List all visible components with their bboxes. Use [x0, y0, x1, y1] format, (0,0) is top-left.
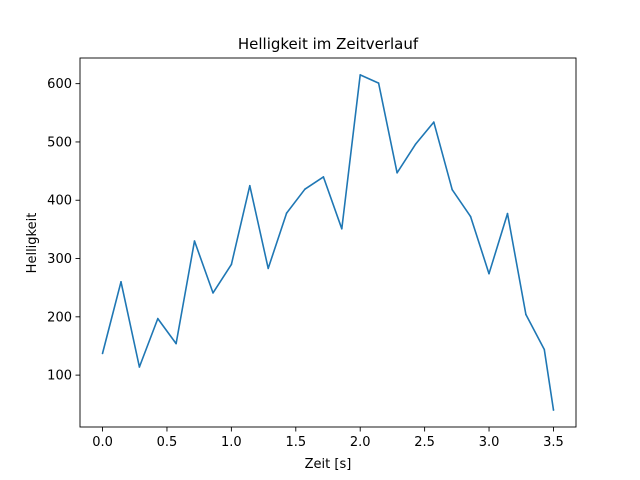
data-point	[138, 366, 141, 368]
x-tick-label: 0.0	[92, 435, 113, 450]
data-point	[433, 121, 435, 123]
y-tick-label: 100	[47, 369, 72, 384]
data-point	[359, 74, 362, 76]
data-point	[488, 272, 490, 275]
data-point	[267, 267, 270, 270]
plot-area	[79, 57, 577, 428]
data-point	[230, 263, 233, 266]
chart-title: Helligkeit im Zeitverlauf	[238, 35, 419, 53]
data-point	[377, 82, 380, 84]
data-point	[304, 188, 306, 190]
data-point	[175, 342, 177, 345]
data-point	[341, 228, 343, 230]
data-point	[249, 184, 251, 187]
data-point	[193, 240, 196, 242]
data-point	[396, 172, 398, 174]
axes-frame	[79, 57, 577, 428]
y-tick-label: 600	[47, 77, 72, 92]
data-point	[451, 188, 454, 191]
x-axis-label: Zeit [s]	[305, 457, 352, 472]
y-tick-label: 200	[47, 310, 72, 325]
x-tick-label: 1.5	[285, 435, 306, 450]
data-point	[101, 352, 104, 355]
series-line	[101, 74, 555, 411]
data-point	[322, 176, 325, 178]
data-point	[414, 143, 417, 146]
data-point	[120, 281, 122, 283]
x-tick-label: 2.0	[350, 435, 371, 450]
x-tick-label: 3.5	[543, 435, 564, 450]
axis-ticks: 0.0 0.5 1.0 1.5 2.0 2.5 3.0 3.5 100 200 300 400 500 6…	[47, 77, 564, 450]
y-tick-label: 400	[47, 194, 72, 209]
data-point	[212, 292, 214, 294]
data-point	[552, 409, 555, 411]
data-point	[469, 215, 472, 218]
data-point	[525, 313, 527, 316]
y-tick-label: 500	[47, 135, 72, 150]
x-tick-label: 1.0	[221, 435, 242, 450]
data-point	[285, 212, 288, 214]
x-tick-label: 3.0	[479, 435, 500, 450]
y-axis-label: Helligkeit	[25, 213, 40, 274]
data-point	[157, 317, 159, 320]
x-tick-label: 2.5	[414, 435, 435, 450]
x-tick-label: 0.5	[157, 435, 178, 450]
data-point	[543, 348, 546, 351]
data-point	[506, 212, 509, 215]
y-tick-label: 300	[47, 252, 72, 267]
